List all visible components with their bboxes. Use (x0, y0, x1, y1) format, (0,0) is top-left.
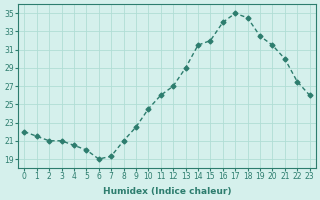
X-axis label: Humidex (Indice chaleur): Humidex (Indice chaleur) (103, 187, 231, 196)
